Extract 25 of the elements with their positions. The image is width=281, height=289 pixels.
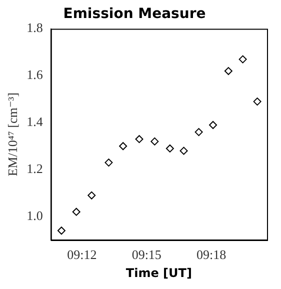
point (224, 67, 232, 76)
y-tick-label: 1.2 (26, 161, 43, 176)
point (57, 226, 66, 235)
y-tick-label: 1.6 (26, 67, 44, 82)
chart-title: Emission Measure (63, 6, 206, 22)
x-tick-label: 09:18 (196, 247, 226, 262)
point (253, 98, 262, 106)
y-tick-label: 1.4 (26, 114, 44, 130)
point (135, 135, 144, 144)
y-axis-title: EM/10⁴⁷ [cm⁻³] (5, 92, 20, 176)
point (72, 208, 80, 216)
point (150, 137, 159, 146)
x-tick-label: 09:12 (67, 247, 97, 262)
point (209, 121, 218, 130)
x-tick-label: 09:15 (132, 247, 162, 262)
point (180, 146, 188, 155)
point (166, 144, 174, 152)
point (119, 142, 128, 150)
y-tick-label: 1.8 (26, 20, 43, 36)
point (194, 128, 203, 136)
x-axis-title: Time [UT] (126, 266, 192, 280)
y-tick-label: 1.0 (26, 208, 43, 223)
point (238, 55, 247, 64)
point (104, 158, 113, 167)
point (88, 191, 96, 200)
